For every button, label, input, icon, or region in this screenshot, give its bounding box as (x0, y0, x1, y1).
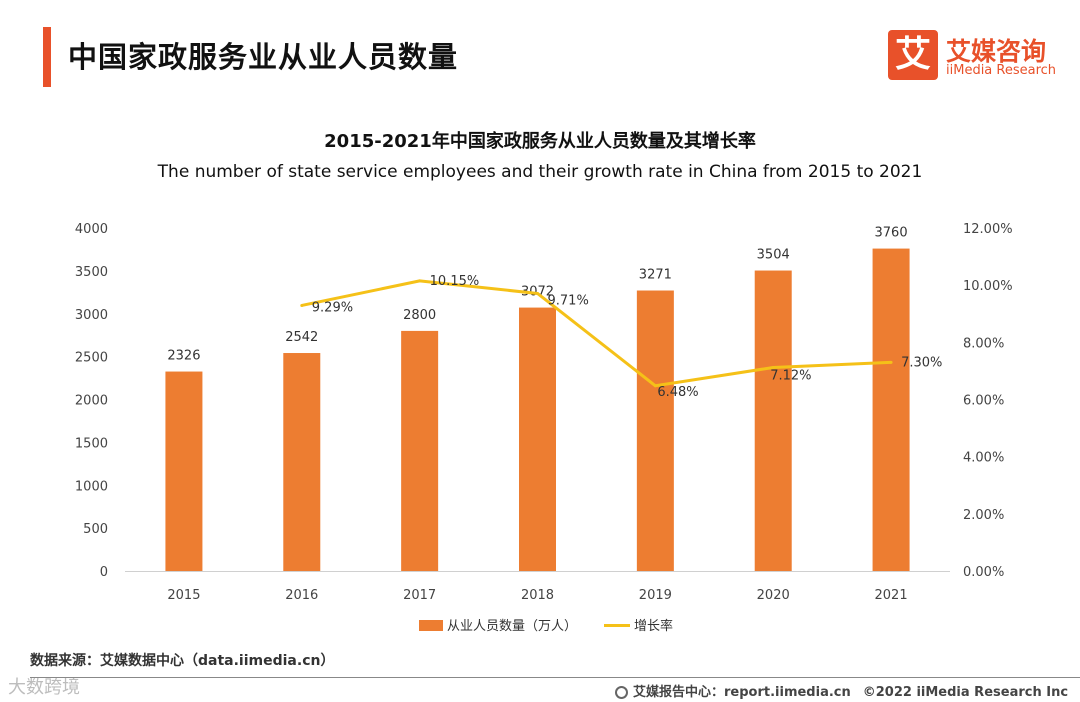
y-left-tick: 1500 (75, 436, 108, 451)
page-title: 中国家政服务业从业人员数量 (68, 40, 459, 74)
legend-bar-swatch (419, 620, 443, 631)
x-tick-label: 2020 (757, 588, 790, 603)
copyright: ©2022 iiMedia Research Inc (862, 685, 1069, 700)
y-right-tick: 2.00% (963, 508, 1004, 523)
watermark: 大数跨境 (8, 677, 80, 698)
bar-value-label: 2326 (167, 349, 200, 364)
bar (519, 307, 556, 571)
bar (283, 353, 321, 571)
chart-subtitle: The number of state service employees an… (157, 162, 923, 182)
footer-divider (30, 677, 1080, 678)
y-left-tick: 3000 (75, 308, 108, 323)
y-left-tick: 500 (83, 522, 108, 537)
y-left-tick: 2500 (75, 351, 108, 366)
legend-line-label: 增长率 (634, 618, 673, 634)
footer: 艾媒报告中心：report.iimedia.cn ©2022 iiMedia Re… (615, 681, 1068, 700)
y-right-tick: 10.00% (963, 279, 1013, 294)
growth-rate-point (536, 291, 539, 295)
globe-icon (615, 686, 628, 699)
growth-rate-point (300, 303, 304, 307)
growth-rate-label: 9.29% (312, 300, 353, 315)
bar (401, 330, 439, 571)
logo-text-en: iiMedia Research (946, 63, 1057, 78)
y-right-tick: 6.00% (963, 394, 1004, 409)
growth-rate-label: 6.48% (657, 385, 698, 400)
bar-value-label: 3271 (639, 268, 672, 283)
y-left-tick: 2000 (75, 394, 108, 409)
y-right-tick: 8.00% (963, 336, 1004, 351)
growth-rate-label: 10.15% (430, 274, 480, 289)
legend-bar-label: 从业人员数量（万人） (447, 619, 577, 634)
report-center-link[interactable]: 艾媒报告中心：report.iimedia.cn (633, 685, 851, 700)
bar (872, 248, 910, 571)
bar (636, 290, 674, 571)
chart-title: 2015-2021年中国家政服务从业人员数量及其增长率 (324, 131, 756, 152)
growth-rate-point (653, 384, 657, 388)
growth-rate-point (889, 360, 893, 364)
y-left-tick: 0 (100, 565, 108, 580)
data-source: 数据来源：艾媒数据中心（data.iimedia.cn） (30, 653, 335, 669)
growth-rate-line (301, 279, 892, 388)
bar-value-label: 2542 (285, 330, 318, 345)
y-right-tick: 4.00% (963, 451, 1004, 466)
y-right-tick: 12.00% (963, 222, 1013, 237)
x-tick-label: 2021 (875, 588, 908, 603)
brand-logo[interactable]: 艾 艾媒咨询 iiMedia Research (888, 30, 1068, 82)
bar-value-label: 3760 (875, 226, 908, 241)
growth-rate-label: 7.30% (901, 355, 942, 370)
growth-rate-label: 9.71% (548, 293, 589, 308)
x-tick-label: 2016 (285, 588, 318, 603)
title-accent-bar (43, 27, 51, 87)
bar-value-label: 2800 (403, 308, 436, 323)
y-left-tick: 4000 (75, 222, 108, 237)
growth-rate-label: 7.12% (770, 368, 811, 383)
y-right-tick: 0.00% (963, 565, 1004, 580)
bar-value-label: 3504 (757, 248, 790, 263)
growth-rate-point (771, 365, 775, 369)
bar (165, 371, 203, 571)
bar (754, 270, 792, 571)
x-tick-label: 2018 (521, 588, 554, 603)
y-left-tick: 1000 (75, 479, 108, 494)
logo-text-cn: 艾媒咨询 (946, 37, 1047, 66)
logo-icon: 艾 (888, 30, 938, 80)
growth-rate-point (418, 279, 422, 283)
y-left-tick: 3500 (75, 265, 108, 280)
x-tick-label: 2015 (167, 588, 200, 603)
x-tick-label: 2019 (639, 588, 672, 603)
x-tick-label: 2017 (403, 588, 436, 603)
